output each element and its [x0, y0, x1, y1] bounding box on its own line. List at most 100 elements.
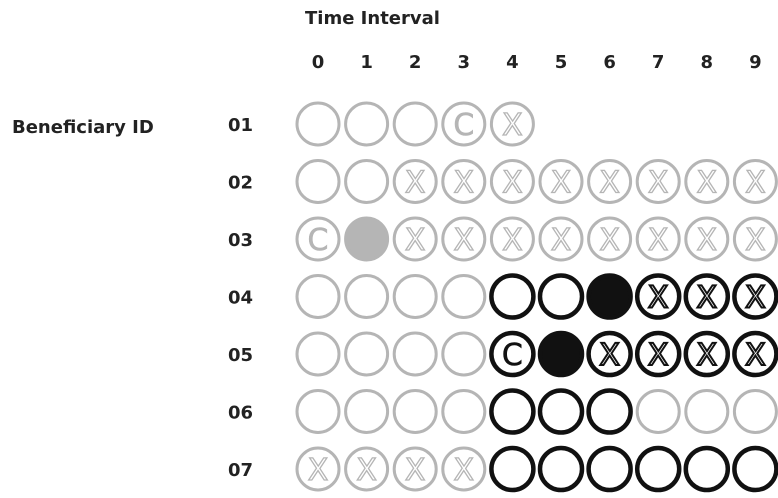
cell-circle: [537, 445, 585, 493]
cell-circle: [732, 330, 778, 378]
cell-circle: [392, 446, 438, 492]
cell-circle: [344, 446, 390, 492]
time-tick-2: 2: [409, 52, 422, 73]
cell-circle: [538, 159, 584, 204]
cell-circle: [441, 274, 487, 319]
cross-mark: X: [745, 166, 766, 201]
cell-03-t5-crossed: X: [538, 216, 584, 262]
cell-circle: [344, 101, 390, 147]
cell-circle: [441, 101, 487, 147]
cell-07-t4-open: [489, 445, 536, 493]
cell-07-t1-crossed: X: [344, 446, 390, 492]
cell-05-t2-open: [392, 331, 438, 377]
cell-circle: [683, 445, 731, 493]
cell-05-t9-crossed: X: [732, 330, 778, 378]
cross-mark: X: [356, 453, 377, 488]
cell-03-t0-censored: C: [295, 216, 341, 262]
cell-01-t3-censored: C: [441, 101, 487, 147]
cell-circle: [441, 446, 487, 492]
cell-circle: [489, 388, 536, 435]
cell-circle: [538, 216, 584, 262]
cell-circle: [441, 331, 487, 377]
time-tick-6: 6: [603, 52, 616, 73]
cell-circle: [441, 216, 487, 262]
cell-07-t5-open: [537, 445, 585, 493]
cell-02-t3-crossed: X: [441, 159, 487, 204]
cell-07-t2-crossed: X: [392, 446, 438, 492]
cell-circle: [732, 159, 778, 204]
cell-circle: [634, 330, 682, 378]
cell-circle: [537, 330, 585, 378]
cell-circle: [684, 159, 730, 204]
row-label-03: 03: [228, 230, 253, 251]
cell-07-t9-open: [732, 445, 778, 493]
cross-mark: X: [502, 223, 523, 258]
cross-mark: X: [454, 453, 475, 488]
cell-07-t0-crossed: X: [295, 446, 341, 492]
cross-mark: X: [697, 281, 718, 316]
row-label-07: 07: [228, 460, 253, 481]
cross-mark: X: [454, 166, 475, 201]
cell-06-t9-open: [732, 389, 778, 434]
cell-circle: [634, 273, 682, 320]
cell-circle: [441, 159, 487, 204]
cell-circle: [489, 159, 535, 204]
row-labels: 01 02 03 04 05 06 07: [228, 115, 253, 481]
cross-mark: X: [502, 166, 523, 201]
cell-05-t7-crossed: X: [634, 330, 682, 378]
cell-circle: [586, 388, 633, 435]
cell-04-t0-open: [295, 274, 341, 319]
cross-mark: X: [599, 223, 620, 258]
cross-mark: X: [405, 223, 426, 258]
cell-06-t5-open: [537, 388, 585, 435]
cell-circle: [683, 273, 731, 320]
cell-06-t8-open: [684, 389, 730, 434]
cell-circle: [295, 216, 341, 262]
cell-06-t7-open: [635, 389, 681, 434]
cell-circle: [489, 101, 535, 147]
cross-mark: X: [648, 338, 669, 373]
cell-04-t1-open: [344, 274, 390, 319]
cross-mark: X: [454, 223, 475, 258]
time-tick-4: 4: [506, 52, 519, 73]
cell-circle: [586, 273, 633, 320]
row-label-06: 06: [228, 403, 253, 424]
cell-04-t7-crossed: X: [634, 273, 682, 320]
cross-mark: X: [745, 281, 766, 316]
time-interval-title: Time Interval: [305, 8, 440, 29]
cross-mark: X: [551, 223, 572, 258]
cell-circle: [587, 216, 633, 262]
cell-01-t2-open: [392, 101, 438, 147]
cross-mark: X: [405, 166, 426, 201]
time-tick-9: 9: [749, 52, 762, 73]
cell-circle: [392, 389, 438, 434]
cell-circle: [537, 388, 585, 435]
cell-circle: [392, 101, 438, 147]
cell-07-t7-open: [634, 445, 682, 493]
cell-07-t3-crossed: X: [441, 446, 487, 492]
cell-circle: [344, 389, 390, 434]
cell-05-t3-open: [441, 331, 487, 377]
cell-circle: [684, 216, 730, 262]
cell-circle: [732, 273, 778, 320]
cell-06-t2-open: [392, 389, 438, 434]
cell-01-t1-open: [344, 101, 390, 147]
cell-03-t1-filled: [344, 216, 390, 262]
row-label-04: 04: [228, 288, 253, 309]
cell-circle: [732, 445, 778, 493]
row-label-01: 01: [228, 115, 253, 136]
cell-circle: [586, 445, 633, 493]
cell-03-t3-crossed: X: [441, 216, 487, 262]
cross-mark: X: [697, 223, 718, 258]
cell-02-t9-crossed: X: [732, 159, 778, 204]
cell-07-t8-open: [683, 445, 731, 493]
cell-circle: [635, 159, 681, 204]
cell-circle: [635, 216, 681, 262]
cell-05-t6-crossed: X: [586, 330, 633, 378]
cell-circle: [489, 445, 536, 493]
cell-02-t0-open: [295, 159, 341, 204]
cross-mark: X: [648, 281, 669, 316]
cell-circle: [344, 331, 390, 377]
cell-02-t1-open: [344, 159, 390, 204]
